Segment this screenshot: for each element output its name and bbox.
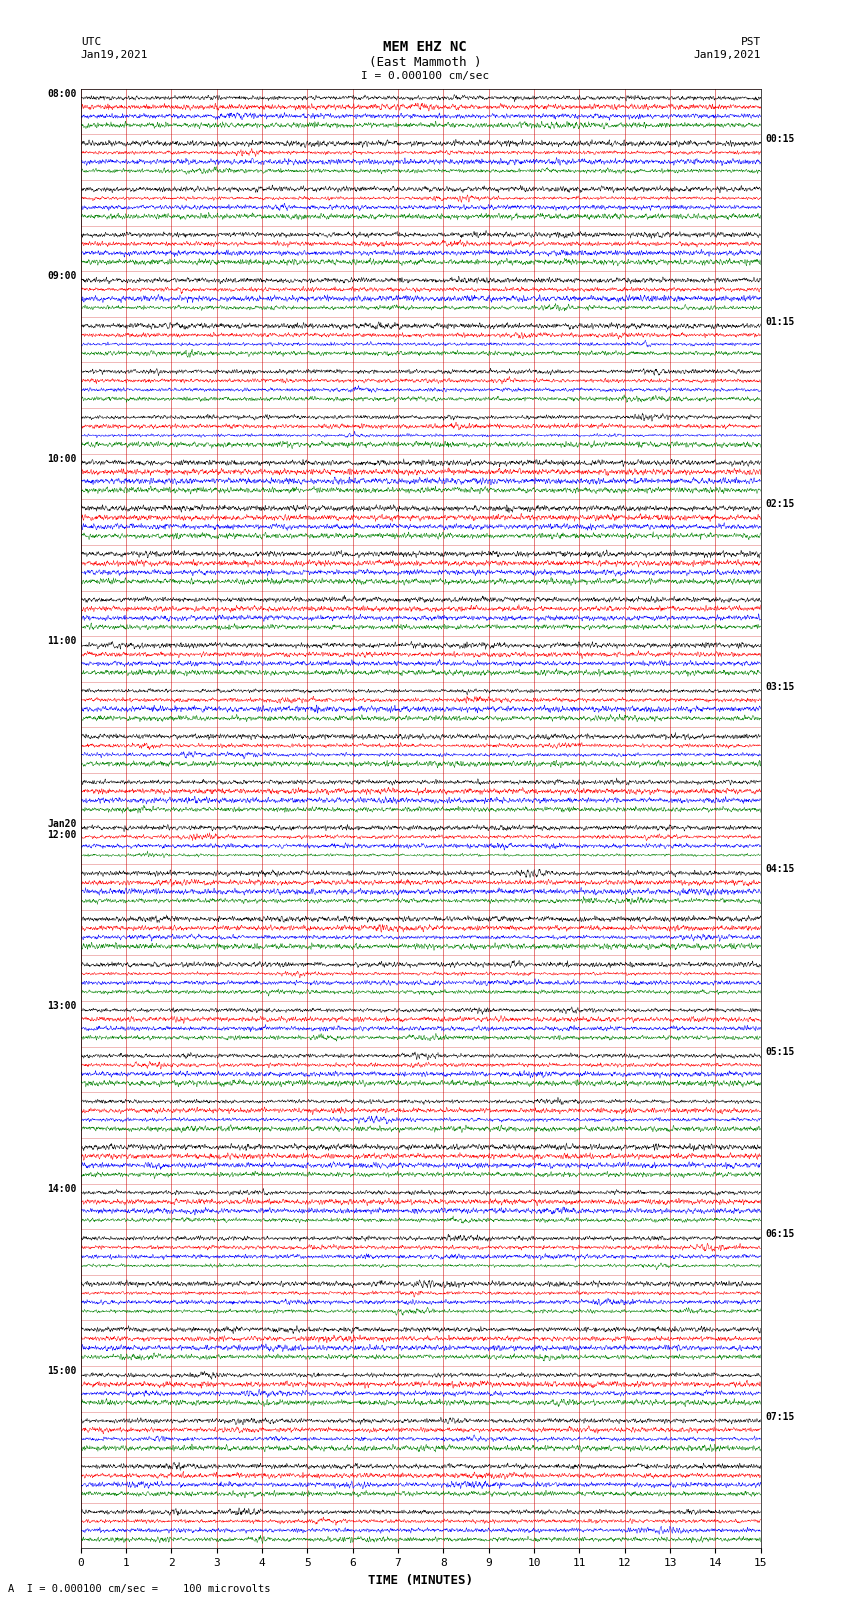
Text: 03:15: 03:15 xyxy=(765,682,795,692)
Text: 04:15: 04:15 xyxy=(765,865,795,874)
Text: 09:00: 09:00 xyxy=(47,271,76,281)
Text: Jan19,2021: Jan19,2021 xyxy=(81,50,148,60)
Text: 06:15: 06:15 xyxy=(765,1229,795,1239)
Text: Jan20
12:00: Jan20 12:00 xyxy=(47,819,76,840)
Text: 07:15: 07:15 xyxy=(765,1411,795,1421)
Text: A  I = 0.000100 cm/sec =    100 microvolts: A I = 0.000100 cm/sec = 100 microvolts xyxy=(8,1584,271,1594)
Text: (East Mammoth ): (East Mammoth ) xyxy=(369,56,481,69)
Text: 00:15: 00:15 xyxy=(765,134,795,144)
Text: 13:00: 13:00 xyxy=(47,1002,76,1011)
Text: 14:00: 14:00 xyxy=(47,1184,76,1194)
X-axis label: TIME (MINUTES): TIME (MINUTES) xyxy=(368,1574,473,1587)
Text: 05:15: 05:15 xyxy=(765,1047,795,1057)
Text: 11:00: 11:00 xyxy=(47,636,76,647)
Text: 15:00: 15:00 xyxy=(47,1366,76,1376)
Text: 10:00: 10:00 xyxy=(47,453,76,463)
Text: 08:00: 08:00 xyxy=(47,89,76,98)
Text: Jan19,2021: Jan19,2021 xyxy=(694,50,761,60)
Text: MEM EHZ NC: MEM EHZ NC xyxy=(383,40,467,55)
Text: 02:15: 02:15 xyxy=(765,500,795,510)
Text: 01:15: 01:15 xyxy=(765,316,795,327)
Text: PST: PST xyxy=(740,37,761,47)
Text: UTC: UTC xyxy=(81,37,101,47)
Text: I = 0.000100 cm/sec: I = 0.000100 cm/sec xyxy=(361,71,489,81)
